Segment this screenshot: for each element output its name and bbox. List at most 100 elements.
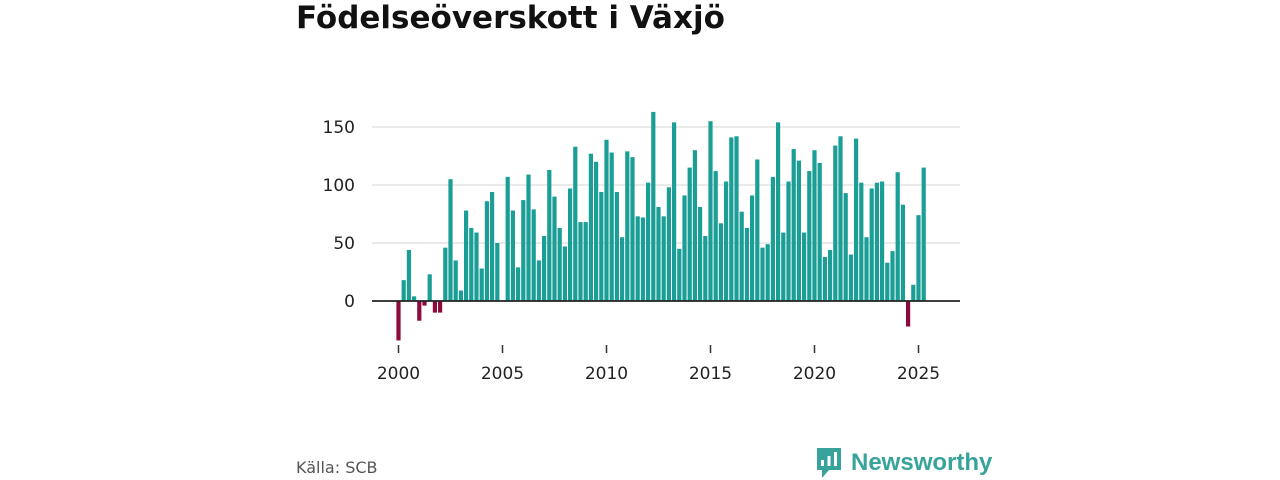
x-tick-label: 2005: [481, 364, 524, 384]
bar: [562, 246, 567, 301]
bar: [677, 248, 682, 301]
bar: [458, 290, 463, 301]
bar: [521, 200, 526, 301]
bar: [802, 232, 807, 301]
bar: [718, 223, 723, 301]
bar: [552, 196, 557, 301]
bar: [864, 237, 869, 301]
bar: [625, 151, 630, 301]
bar: [687, 167, 692, 301]
bar: [448, 179, 453, 301]
x-tick-label: 2025: [897, 364, 940, 384]
bar: [443, 247, 448, 301]
bar: [916, 215, 921, 301]
bar: [438, 301, 443, 313]
source-label: Källa: SCB: [296, 458, 378, 477]
bar: [895, 172, 900, 301]
bar: [510, 210, 515, 301]
bar: [651, 111, 656, 301]
bar: [526, 174, 531, 301]
bar: [812, 150, 817, 301]
bar: [750, 195, 755, 301]
bar: [583, 222, 588, 301]
bar: [516, 267, 521, 301]
x-tick-label: 2015: [689, 364, 732, 384]
bar: [427, 274, 432, 301]
bar: [703, 236, 708, 301]
bar: [776, 122, 781, 301]
bar: [630, 157, 635, 301]
bar: [401, 280, 406, 301]
bar: [734, 136, 739, 301]
bar: [713, 171, 718, 301]
bar: [682, 195, 687, 301]
bars: [396, 111, 926, 341]
x-tick-label: 2000: [377, 364, 420, 384]
bar: [614, 191, 619, 301]
bar: [828, 249, 833, 301]
bar: [505, 176, 510, 301]
bar: [469, 227, 474, 301]
bar: [885, 262, 890, 301]
bar: [495, 243, 500, 301]
bar: [822, 256, 827, 301]
bar: [666, 187, 671, 301]
bar: [396, 301, 401, 341]
bar: [604, 139, 609, 301]
x-tick-label: 2020: [793, 364, 836, 384]
y-tick-label: 100: [323, 176, 355, 196]
bar: [755, 159, 760, 301]
bar: [474, 232, 479, 301]
bar: [635, 216, 640, 301]
bar: [547, 169, 552, 301]
bar: [739, 211, 744, 301]
bar: [729, 137, 734, 301]
y-tick-label: 50: [333, 234, 355, 254]
bar: [874, 182, 879, 301]
bar: [620, 237, 625, 301]
bar: [698, 207, 703, 301]
bar: [765, 244, 770, 301]
bar: [464, 210, 469, 301]
bar: [692, 150, 697, 301]
y-tick-label: 0: [344, 292, 355, 312]
bar: [557, 227, 562, 301]
bar: [542, 236, 547, 301]
bar: [672, 122, 677, 301]
bar: [412, 296, 417, 301]
bar: [568, 188, 573, 301]
bar: [594, 161, 599, 301]
bar: [573, 146, 578, 301]
bar: [536, 260, 541, 301]
bar: [911, 284, 916, 301]
bar: [859, 182, 864, 301]
bar: [599, 191, 604, 301]
bar: [770, 176, 775, 301]
bar: [843, 193, 848, 301]
bar: [817, 162, 822, 301]
bar: [833, 145, 838, 301]
bar: [921, 167, 926, 301]
bar: [791, 149, 796, 301]
bar: [432, 301, 437, 313]
bar: [661, 216, 666, 301]
axes: 0 50 100 150 2000 2005 2010 2015 2020 2025: [323, 118, 960, 384]
bar: [646, 182, 651, 301]
y-tick-label: 150: [323, 118, 355, 138]
bar: [869, 188, 874, 301]
bar: [724, 181, 729, 301]
bar: [640, 217, 645, 301]
bar: [796, 160, 801, 301]
bar: [781, 232, 786, 301]
bar: [906, 301, 911, 327]
bar: [786, 181, 791, 301]
brand-logo[interactable]: Newsworthy: [815, 446, 992, 480]
bar: [578, 222, 583, 301]
bar: [656, 207, 661, 301]
bar: [609, 152, 614, 301]
bar: [422, 301, 427, 306]
bar: [760, 247, 765, 301]
newsworthy-logo-icon: [817, 448, 841, 478]
bar: [807, 171, 812, 301]
